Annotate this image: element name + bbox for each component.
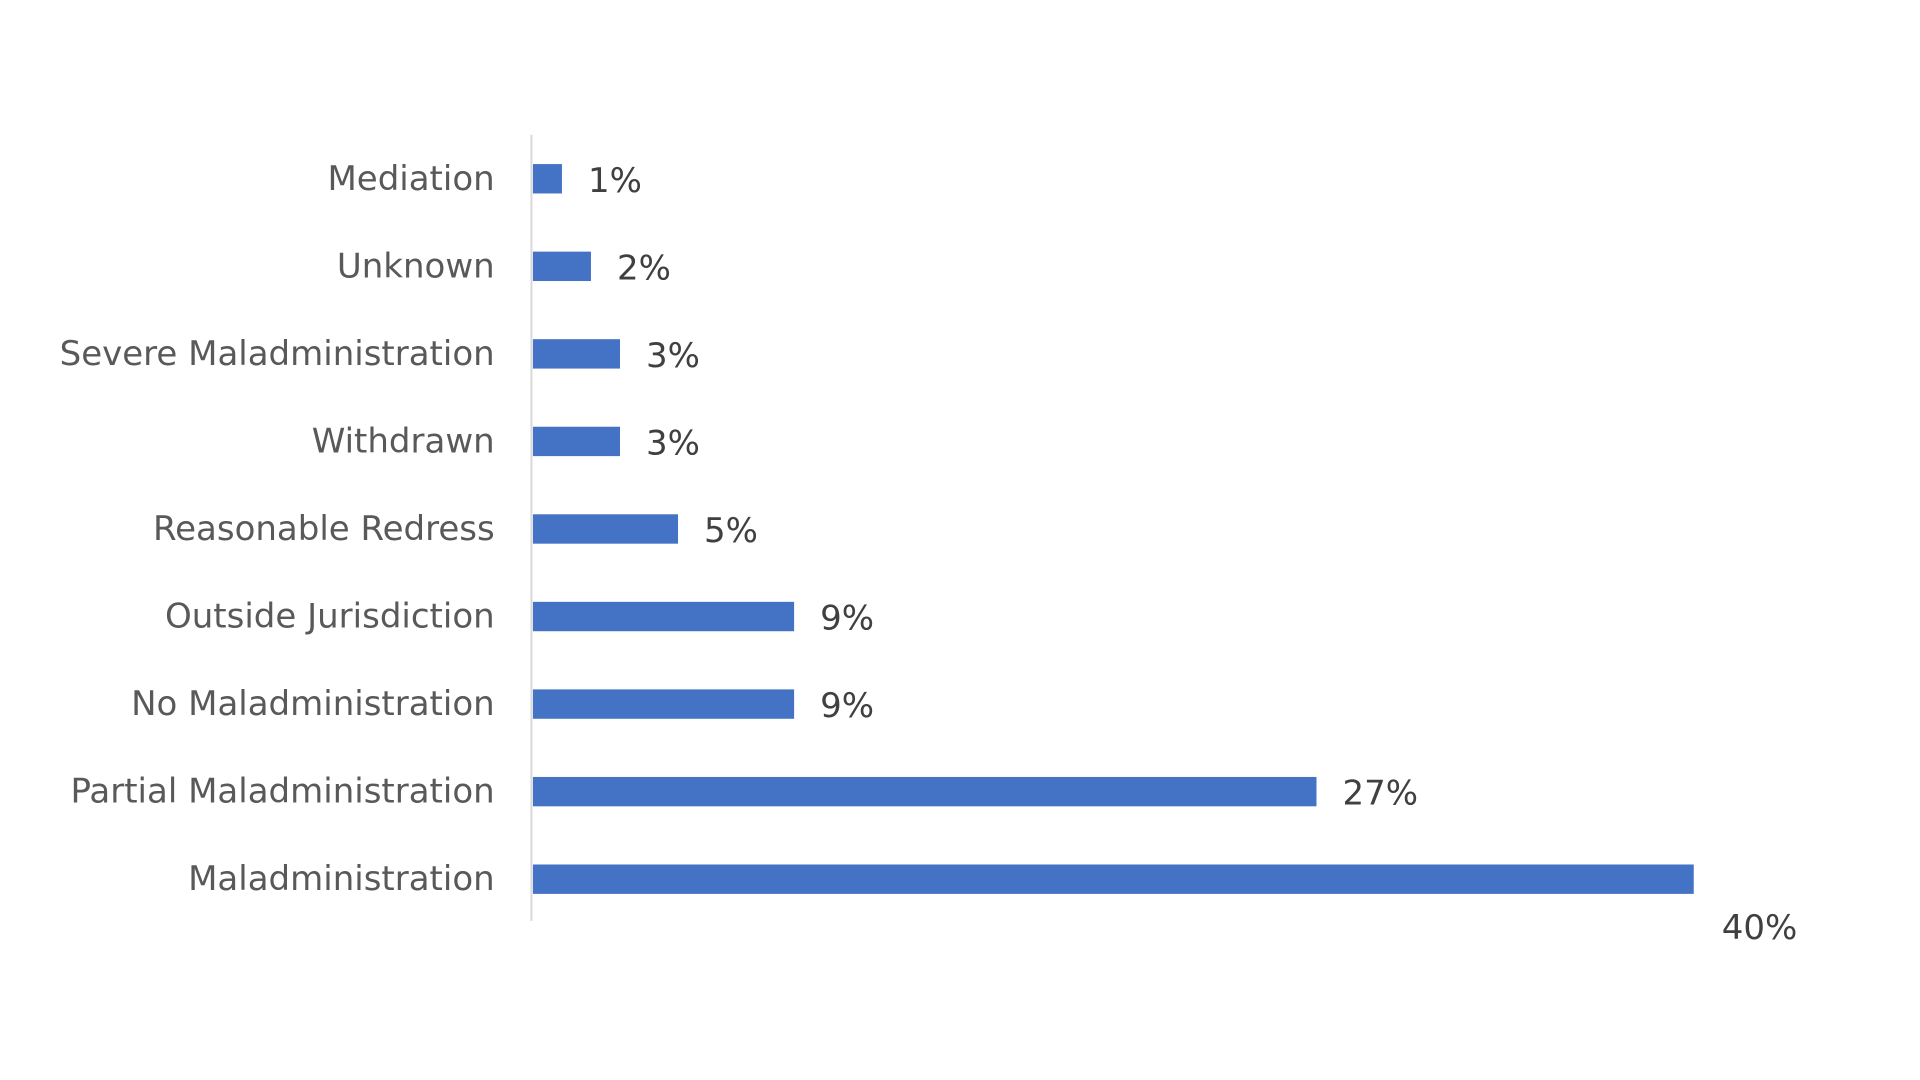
bars xyxy=(532,164,1694,894)
data-label-maladministration: 40% xyxy=(1722,908,1798,948)
bar-reasonable-redress xyxy=(532,514,679,544)
data-label-partial-maladministration: 27% xyxy=(1342,774,1418,814)
data-label-severe-maladministration: 3% xyxy=(646,336,700,376)
bar-mediation xyxy=(532,164,562,194)
category-label-severe-maladministration: Severe Maladministration xyxy=(60,334,495,374)
bar-maladministration xyxy=(532,864,1694,894)
bar-unknown xyxy=(532,251,591,282)
bar-severe-maladministration xyxy=(532,339,620,369)
data-label-withdrawn: 3% xyxy=(646,423,700,463)
bar-partial-maladministration xyxy=(532,776,1317,807)
category-label-maladministration: Maladministration xyxy=(188,859,495,899)
category-label-partial-maladministration: Partial Maladministration xyxy=(70,772,494,812)
category-label-mediation: Mediation xyxy=(327,159,494,199)
category-label-outside-jurisdiction: Outside Jurisdiction xyxy=(165,597,495,637)
data-label-unknown: 2% xyxy=(617,248,671,288)
data-label-no-maladministration: 9% xyxy=(820,686,874,726)
data-label-outside-jurisdiction: 9% xyxy=(820,599,874,639)
category-label-unknown: Unknown xyxy=(337,246,495,286)
data-label-mediation: 1% xyxy=(588,161,642,201)
data-labels: 1% 2% 3% 3% 5% 9% 9% 27% 40% xyxy=(588,161,1797,948)
data-label-reasonable-redress: 5% xyxy=(704,511,758,551)
category-labels: Mediation Unknown Severe Maladministration… xyxy=(60,159,495,899)
category-label-reasonable-redress: Reasonable Redress xyxy=(153,509,495,549)
bar-no-maladministration xyxy=(532,689,795,719)
bar-withdrawn xyxy=(532,426,620,457)
category-label-withdrawn: Withdrawn xyxy=(312,421,495,461)
bar-outside-jurisdiction xyxy=(532,601,795,632)
category-label-no-maladministration: No Maladministration xyxy=(131,684,495,724)
